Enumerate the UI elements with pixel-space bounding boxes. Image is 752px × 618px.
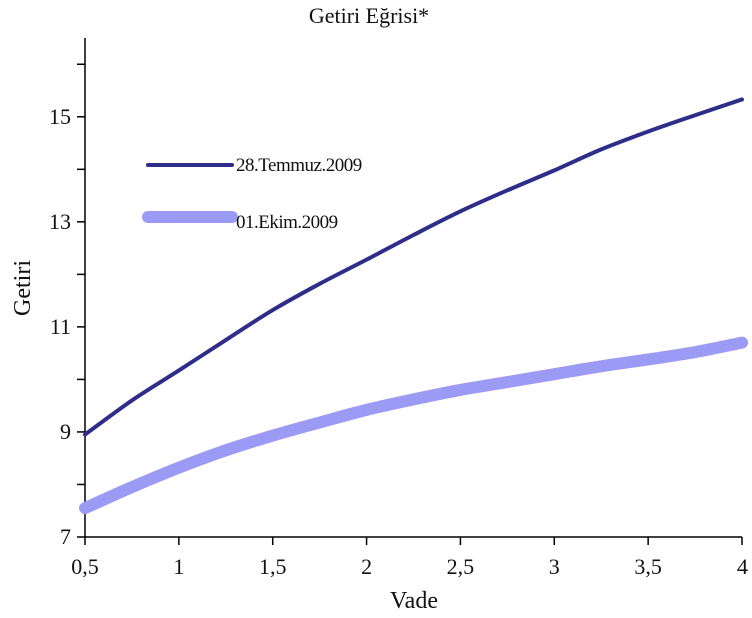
legend-label-1: 28.Temmuz.2009 (236, 155, 362, 176)
y-tick-label: 15 (49, 104, 71, 129)
x-tick-label: 3,5 (634, 554, 662, 579)
series-layer (79, 97, 748, 515)
chart-title: Getiri Eğrisi* (309, 3, 429, 28)
x-tick-label: 1,5 (259, 554, 287, 579)
series-line-1 (83, 97, 744, 437)
x-tick-label: 2 (361, 554, 372, 579)
y-tick-label: 11 (50, 314, 71, 339)
y-axis-title: Getiri (10, 260, 36, 316)
x-tick-label: 0,5 (71, 554, 99, 579)
y-tick-label: 9 (60, 419, 71, 444)
x-axis-title: Vade (390, 588, 438, 613)
x-tick-label: 4 (737, 554, 748, 579)
y-tick-label: 7 (60, 524, 71, 549)
y-tick-label: 13 (49, 209, 71, 234)
x-tick-label: 2,5 (447, 554, 475, 579)
x-tick-label: 3 (549, 554, 560, 579)
legend-label-2: 01.Ekim.2009 (236, 212, 338, 233)
x-tick-label: 1 (173, 554, 184, 579)
legend: 28.Temmuz.2009 01.Ekim.2009 (142, 155, 362, 233)
axes: 7 9 11 13 15 0,5 1 1,5 2 2,5 3 3,5 4 (49, 38, 748, 579)
series-line-2 (79, 336, 748, 515)
